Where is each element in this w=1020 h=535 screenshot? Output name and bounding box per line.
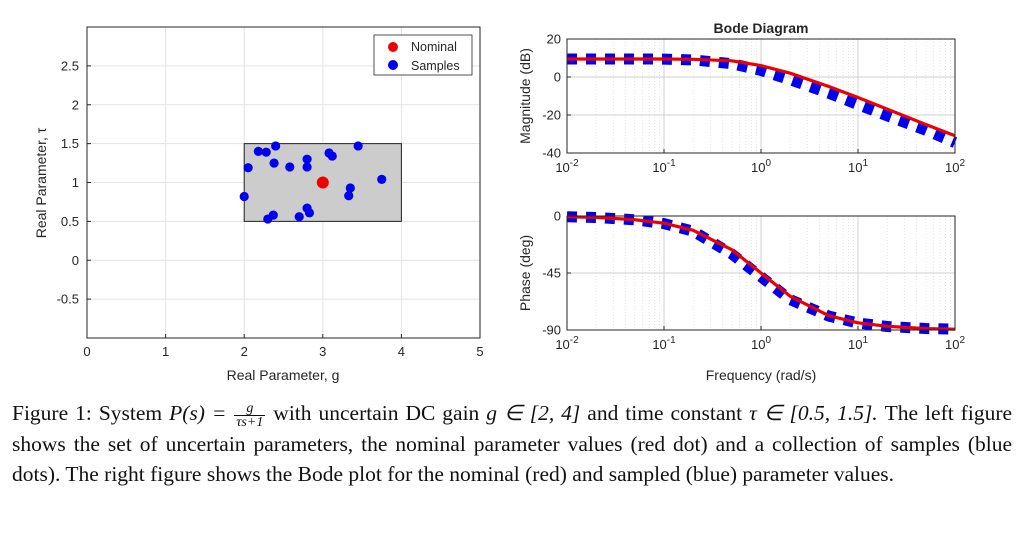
caption-text-2: with uncertain DC gain: [266, 401, 487, 425]
y-tick-label: 0: [72, 253, 79, 268]
caption-text-4: The left figure shows the set of uncerta…: [12, 401, 1013, 486]
legend-nominal-label: Nominal: [411, 40, 457, 54]
x-tick-label: 10-2: [555, 158, 579, 175]
x-tick-label: 2: [241, 344, 248, 359]
y-tick-label: -0.5: [57, 292, 79, 307]
x-tick-label: 10-1: [652, 335, 676, 352]
x-tick-label: 0: [83, 344, 90, 359]
y-tick-label: 2.5: [61, 58, 79, 73]
phase-lines: [566, 211, 956, 335]
x-tick-label: 101: [848, 335, 868, 352]
sample-point: [304, 208, 315, 218]
legend-samples-marker: [388, 60, 398, 70]
y-tick-label: -90: [542, 323, 561, 338]
y-tick-label: 1: [72, 175, 79, 190]
x-tick-label: 100: [751, 158, 771, 175]
sample-point: [344, 191, 354, 201]
magnitude-ticks: 10-2 10-1 100 101 102 -40 -20 0 20: [542, 32, 965, 176]
x-tick-label: 1: [162, 344, 169, 359]
left-ylabel: Real Parameter, τ: [33, 127, 49, 238]
x-tick-label: 10-1: [652, 158, 676, 175]
y-tick-label: 0: [554, 209, 561, 224]
sample-point: [285, 162, 295, 172]
sample-point: [243, 163, 253, 173]
sample-point: [268, 210, 278, 220]
x-tick-label: 5: [476, 344, 483, 359]
x-tick-label: 102: [945, 158, 965, 175]
y-tick-label: 0: [554, 70, 561, 85]
bode-title: Bode Diagram: [714, 20, 809, 36]
sample-point: [327, 151, 337, 161]
x-tick-label: 102: [945, 335, 965, 352]
x-tick-label: 100: [751, 335, 771, 352]
sample-point: [353, 141, 363, 151]
sample-point: [239, 191, 249, 202]
phase-ticks: 10-2 10-1 100 101 102 -90 -45 0: [542, 209, 965, 353]
nominal-response-line: [567, 57, 956, 138]
phase-ylabel: Phase (deg): [517, 235, 533, 311]
caption-label: Figure 1:: [12, 401, 92, 425]
sampled-response-line: [567, 53, 958, 148]
caption-text-1: System: [98, 401, 170, 425]
magnitude-ylabel: Magnitude (dB): [517, 48, 533, 144]
sample-point: [302, 154, 312, 164]
y-tick-label: 0.5: [61, 214, 79, 229]
sample-point: [302, 162, 312, 172]
caption-math-lhs: P(s) =: [169, 401, 234, 425]
caption-text-3: and time constant: [580, 401, 750, 425]
sample-point: [345, 183, 355, 193]
left-xlabel: Real Parameter, g: [227, 367, 340, 383]
sample-point: [269, 158, 279, 168]
parameter-scatter-plot: 0 1 2 3 4 5 -0.5 0 0.5 1 1.5 2 2.5 Real Parameter, g…: [33, 26, 484, 383]
bode-phase-plot: 10-2 10-1 100 101 102 -90 -45 0 Phase (deg) Fre…: [517, 209, 965, 384]
x-tick-label: 4: [398, 344, 405, 359]
sample-point: [377, 174, 387, 184]
y-tick-label: 20: [547, 32, 561, 47]
nominal-point: [316, 176, 329, 189]
frequency-xlabel: Frequency (rad/s): [706, 367, 816, 383]
y-tick-label: 1.5: [61, 136, 79, 151]
parameter-points: [239, 141, 387, 224]
caption-gain-range: g ∈ [2, 4]: [486, 401, 581, 425]
legend: Nominal Samples: [373, 34, 473, 76]
sample-point: [271, 141, 281, 151]
caption-fraction-numerator: g: [234, 401, 266, 416]
caption-tau-range: τ ∈ [0.5, 1.5].: [749, 401, 878, 425]
x-tick-label: 10-2: [555, 335, 579, 352]
legend-nominal-marker: [388, 42, 398, 52]
figure-canvas: 0 1 2 3 4 5 -0.5 0 0.5 1 1.5 2 2.5 Real Parameter, g…: [33, 20, 965, 384]
sample-point: [294, 212, 304, 222]
y-tick-label: -40: [542, 146, 561, 161]
sample-point: [261, 147, 271, 157]
left-ticks: 0 1 2 3 4 5 -0.5 0 0.5 1 1.5 2 2.5: [57, 58, 484, 359]
x-tick-label: 101: [848, 158, 868, 175]
sample-point: [253, 146, 263, 156]
bode-magnitude-plot: Bode Diagram 10-2 10-1 100 101 102-40-20020 …: [517, 20, 965, 175]
figure-caption: Figure 1: System P(s) = g τs+1 with uncer…: [12, 398, 1012, 489]
y-tick-label: -20: [542, 108, 561, 123]
legend-samples-label: Samples: [411, 59, 460, 73]
y-tick-label: 2: [72, 97, 79, 112]
y-tick-label: -45: [542, 266, 561, 281]
magnitude-lines: [567, 53, 958, 148]
nominal-response-line: [566, 215, 956, 331]
caption-fraction: g τs+1: [234, 401, 266, 430]
x-tick-label: 3: [319, 344, 326, 359]
caption-fraction-denominator: τs+1: [236, 414, 264, 430]
